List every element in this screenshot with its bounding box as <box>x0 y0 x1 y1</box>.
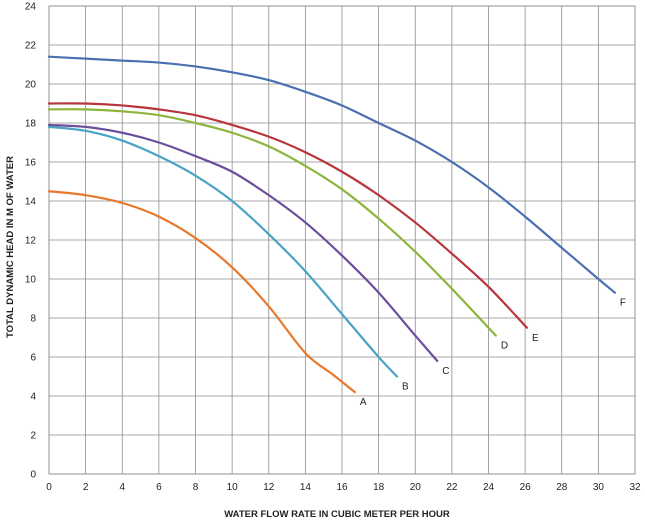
y-tick-label: 8 <box>30 314 36 325</box>
y-tick-label: 20 <box>25 80 37 91</box>
x-tick-label: 30 <box>593 482 605 493</box>
x-tick-label: 26 <box>520 482 532 493</box>
curve-a <box>47 190 356 394</box>
curve-label-e: E <box>532 333 539 344</box>
y-tick-label: 4 <box>30 392 36 403</box>
x-tick-label: 28 <box>556 482 568 493</box>
x-axis-title: WATER FLOW RATE IN CUBIC METER PER HOUR <box>224 509 450 520</box>
curve-label-a: A <box>360 397 367 408</box>
y-tick-label: 22 <box>25 41 37 52</box>
x-tick-label: 8 <box>193 482 199 493</box>
y-tick-label: 24 <box>25 2 37 13</box>
x-tick-label: 20 <box>410 482 422 493</box>
tick-labels: 0 2 4 6 8 10 12 14 16 18 20 22 24 26 28 30 3202468101214… <box>25 2 641 494</box>
curve-c <box>47 123 439 362</box>
curve-label-b: B <box>402 382 409 393</box>
x-tick-label: 16 <box>336 482 348 493</box>
x-tick-label: 22 <box>446 482 458 493</box>
curve-label-f: F <box>620 298 626 309</box>
x-tick-label: 6 <box>156 482 162 493</box>
y-tick-label: 6 <box>30 353 36 364</box>
x-tick-label: 10 <box>227 482 239 493</box>
x-tick-label: 18 <box>373 482 385 493</box>
y-axis-title: TOTAL DYNAMIC HEAD IN M OF WATER <box>5 156 16 338</box>
curve-label-d: D <box>501 341 508 352</box>
y-tick-label: 0 <box>30 470 36 481</box>
plot-frame <box>48 5 636 475</box>
grid <box>48 5 636 475</box>
curve-labels: A B C D E F <box>360 298 626 408</box>
curve-b <box>47 125 399 378</box>
x-tick-label: 4 <box>119 482 125 493</box>
x-tick-label: 12 <box>263 482 275 493</box>
x-tick-label: 32 <box>629 482 641 493</box>
curve-d <box>47 108 497 337</box>
x-tick-label: 14 <box>300 482 312 493</box>
x-tick-label: 24 <box>483 482 495 493</box>
y-tick-label: 14 <box>25 197 37 208</box>
x-tick-label: 2 <box>83 482 89 493</box>
y-tick-label: 12 <box>25 236 37 247</box>
curve-f <box>47 55 616 294</box>
curve-e <box>47 102 529 329</box>
y-tick-label: 16 <box>25 158 37 169</box>
y-tick-label: 2 <box>30 431 36 442</box>
curves <box>47 55 616 394</box>
curve-label-c: C <box>442 366 449 377</box>
y-tick-label: 18 <box>25 119 37 130</box>
y-tick-label: 10 <box>25 275 37 286</box>
x-tick-label: 0 <box>46 482 52 493</box>
